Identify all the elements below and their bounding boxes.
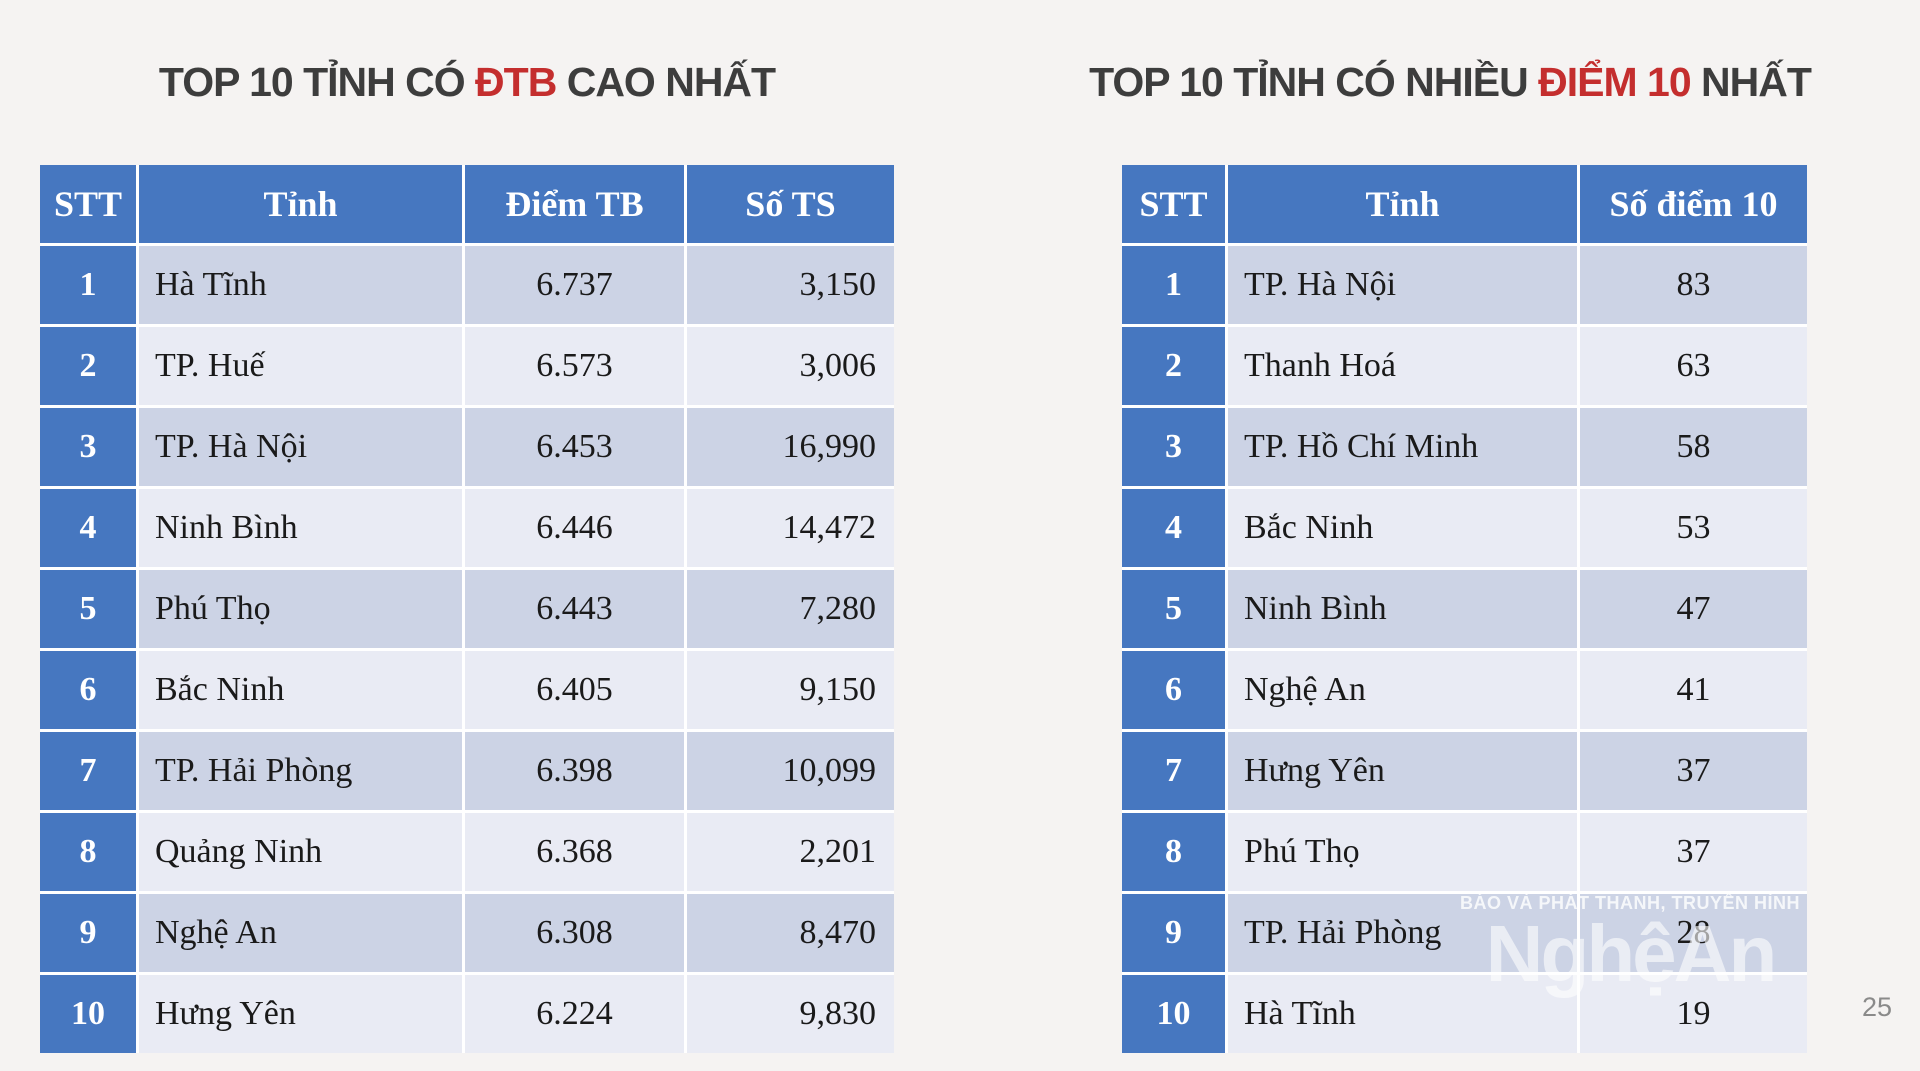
province-cell: TP. Hồ Chí Minh <box>1228 408 1577 486</box>
province-cell: Phú Thọ <box>139 570 462 648</box>
rank-cell: 1 <box>1122 246 1225 324</box>
rank-cell: 10 <box>1122 975 1225 1053</box>
candidate-count-cell: 3,150 <box>687 246 894 324</box>
tens-count-cell: 28 <box>1580 894 1807 972</box>
tens-count-cell: 19 <box>1580 975 1807 1053</box>
top-avg-score-table: STT Tỉnh Điểm TB Số TS 1 Hà Tĩnh 6.737 3… <box>40 165 894 1053</box>
slide-page-number: 25 <box>1862 992 1893 1022</box>
rank-cell: 7 <box>40 732 136 810</box>
header-cell-province: Tỉnh <box>1228 165 1577 243</box>
candidate-count-cell: 16,990 <box>687 408 894 486</box>
province-cell: TP. Hà Nội <box>1228 246 1577 324</box>
rank-cell: 2 <box>1122 327 1225 405</box>
province-cell: Ninh Bình <box>139 489 462 567</box>
avg-score-cell: 6.453 <box>465 408 684 486</box>
rank-cell: 8 <box>1122 813 1225 891</box>
left-title-pre: TOP 10 TỈNH CÓ <box>158 59 476 105</box>
avg-score-cell: 6.224 <box>465 975 684 1053</box>
rank-cell: 6 <box>40 651 136 729</box>
candidate-count-cell: 7,280 <box>687 570 894 648</box>
rank-cell: 3 <box>40 408 136 486</box>
candidate-count-cell: 9,830 <box>687 975 894 1053</box>
avg-score-cell: 6.405 <box>465 651 684 729</box>
tens-count-cell: 53 <box>1580 489 1807 567</box>
province-cell: Thanh Hoá <box>1228 327 1577 405</box>
province-cell: Hà Tĩnh <box>1228 975 1577 1053</box>
candidate-count-cell: 14,472 <box>687 489 894 567</box>
avg-score-cell: 6.443 <box>465 570 684 648</box>
right-title-pre: TOP 10 TỈNH CÓ NHIỀU <box>1089 59 1539 105</box>
province-cell: Hưng Yên <box>139 975 462 1053</box>
tens-count-cell: 37 <box>1580 732 1807 810</box>
rank-cell: 6 <box>1122 651 1225 729</box>
header-cell-stt: STT <box>40 165 136 243</box>
rank-cell: 9 <box>40 894 136 972</box>
province-cell: Hưng Yên <box>1228 732 1577 810</box>
right-table-title: TOP 10 TỈNH CÓ NHIỀU ĐIỂM 10 NHẤT <box>1040 59 1860 105</box>
tens-count-cell: 41 <box>1580 651 1807 729</box>
candidate-count-cell: 10,099 <box>687 732 894 810</box>
province-cell: Nghệ An <box>139 894 462 972</box>
province-cell: TP. Huế <box>139 327 462 405</box>
province-cell: Phú Thọ <box>1228 813 1577 891</box>
header-cell-province: Tỉnh <box>139 165 462 243</box>
right-title-post: NHẤT <box>1690 59 1812 105</box>
province-cell: Bắc Ninh <box>139 651 462 729</box>
province-cell: TP. Hải Phòng <box>1228 894 1577 972</box>
rank-cell: 9 <box>1122 894 1225 972</box>
avg-score-cell: 6.398 <box>465 732 684 810</box>
rank-cell: 5 <box>1122 570 1225 648</box>
left-title-accent: ĐTB <box>475 59 557 105</box>
right-title-accent: ĐIỂM 10 <box>1538 59 1691 105</box>
left-table-title: TOP 10 TỈNH CÓ ĐTB CAO NHẤT <box>40 59 894 105</box>
tens-count-cell: 58 <box>1580 408 1807 486</box>
province-cell: TP. Hà Nội <box>139 408 462 486</box>
rank-cell: 8 <box>40 813 136 891</box>
province-cell: TP. Hải Phòng <box>139 732 462 810</box>
tens-count-cell: 37 <box>1580 813 1807 891</box>
rank-cell: 7 <box>1122 732 1225 810</box>
avg-score-cell: 6.737 <box>465 246 684 324</box>
tens-count-cell: 63 <box>1580 327 1807 405</box>
avg-score-cell: 6.446 <box>465 489 684 567</box>
tens-count-cell: 83 <box>1580 246 1807 324</box>
avg-score-cell: 6.368 <box>465 813 684 891</box>
candidate-count-cell: 8,470 <box>687 894 894 972</box>
candidate-count-cell: 9,150 <box>687 651 894 729</box>
header-cell-stt: STT <box>1122 165 1225 243</box>
rank-cell: 10 <box>40 975 136 1053</box>
avg-score-cell: 6.573 <box>465 327 684 405</box>
rank-cell: 3 <box>1122 408 1225 486</box>
avg-score-cell: 6.308 <box>465 894 684 972</box>
province-cell: Ninh Bình <box>1228 570 1577 648</box>
header-cell-avg-score: Điểm TB <box>465 165 684 243</box>
rank-cell: 4 <box>40 489 136 567</box>
province-cell: Hà Tĩnh <box>139 246 462 324</box>
header-cell-candidates: Số TS <box>687 165 894 243</box>
candidate-count-cell: 3,006 <box>687 327 894 405</box>
left-title-post: CAO NHẤT <box>556 59 776 105</box>
province-cell: Quảng Ninh <box>139 813 462 891</box>
rank-cell: 1 <box>40 246 136 324</box>
candidate-count-cell: 2,201 <box>687 813 894 891</box>
header-cell-tens: Số điểm 10 <box>1580 165 1807 243</box>
province-cell: Nghệ An <box>1228 651 1577 729</box>
rank-cell: 5 <box>40 570 136 648</box>
province-cell: Bắc Ninh <box>1228 489 1577 567</box>
rank-cell: 4 <box>1122 489 1225 567</box>
tens-count-cell: 47 <box>1580 570 1807 648</box>
top-perfect-score-table: STT Tỉnh Số điểm 10 1 TP. Hà Nội 83 2 Th… <box>1122 165 1807 1053</box>
rank-cell: 2 <box>40 327 136 405</box>
